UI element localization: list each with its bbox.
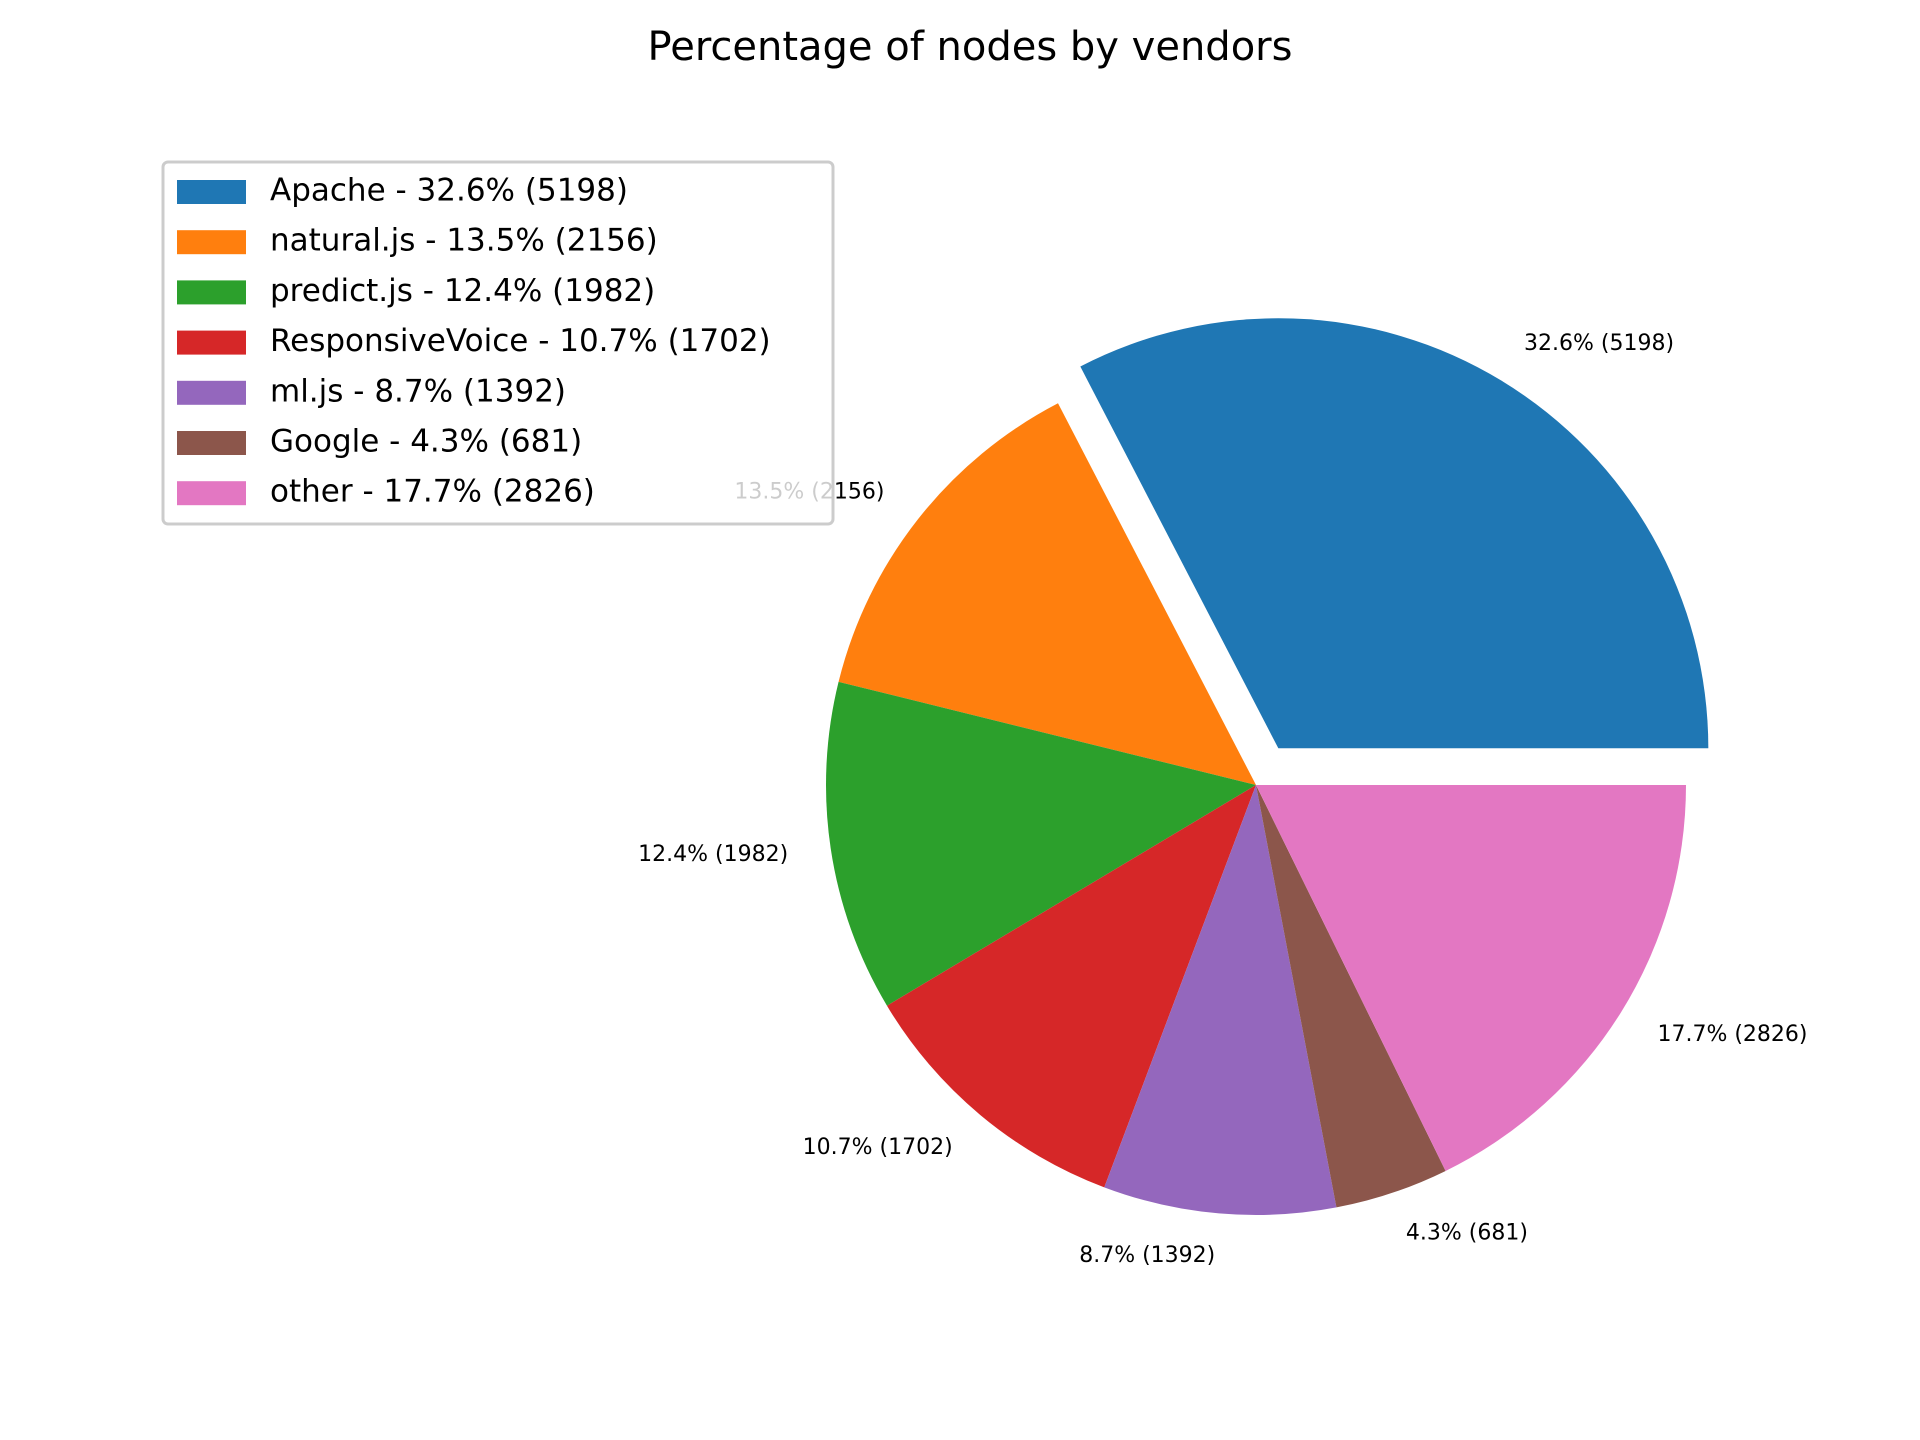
legend-swatch-responsivevoice [177,330,246,355]
legend-swatch-ml-js [177,380,246,405]
legend-swatch-natural-js [177,230,246,255]
legend-swatch-other [177,481,246,506]
legend-label-responsivevoice: ResponsiveVoice - 10.7% (1702) [270,323,771,359]
slice-label-predict-js: 12.4% (1982) [638,842,788,867]
legend-label-apache: Apache - 32.6% (5198) [270,173,628,209]
legend-label-google: Google - 4.3% (681) [270,424,582,460]
legend-label-other: other - 17.7% (2826) [270,474,595,510]
legend: Apache - 32.6% (5198) natural.js - 13.5% … [161,160,835,526]
legend-swatch-google [177,431,246,455]
pie-slice-predict-js [826,681,1256,1006]
legend-frame [161,160,835,526]
slice-label-responsivevoice: 10.7% (1702) [803,1135,953,1160]
pie-slice-natural-js [838,403,1256,785]
pie-slice-ml-js [1104,785,1337,1215]
legend-label-ml-js: ml.js - 8.7% (1392) [270,373,566,409]
legend-label-natural-js: natural.js - 13.5% (2156) [270,223,658,259]
pie-slice-responsivevoice [886,785,1256,1188]
pie-slice-google [1256,785,1446,1208]
slice-label-ml-js: 8.7% (1392) [1079,1243,1215,1268]
slice-label-apache: 32.6% (5198) [1524,331,1674,356]
pie-slices [826,318,1709,1215]
pie-slice-other [1256,785,1686,1171]
slice-label-google: 4.3% (681) [1406,1221,1528,1246]
chart-title: Percentage of nodes by vendors [648,24,1293,70]
pie-slice-apache [1080,318,1709,749]
slice-label-other: 17.7% (2826) [1657,1022,1807,1047]
legend-label-predict-js: predict.js - 12.4% (1982) [270,273,655,309]
legend-swatch-apache [177,180,246,204]
legend-swatch-predict-js [177,280,246,305]
